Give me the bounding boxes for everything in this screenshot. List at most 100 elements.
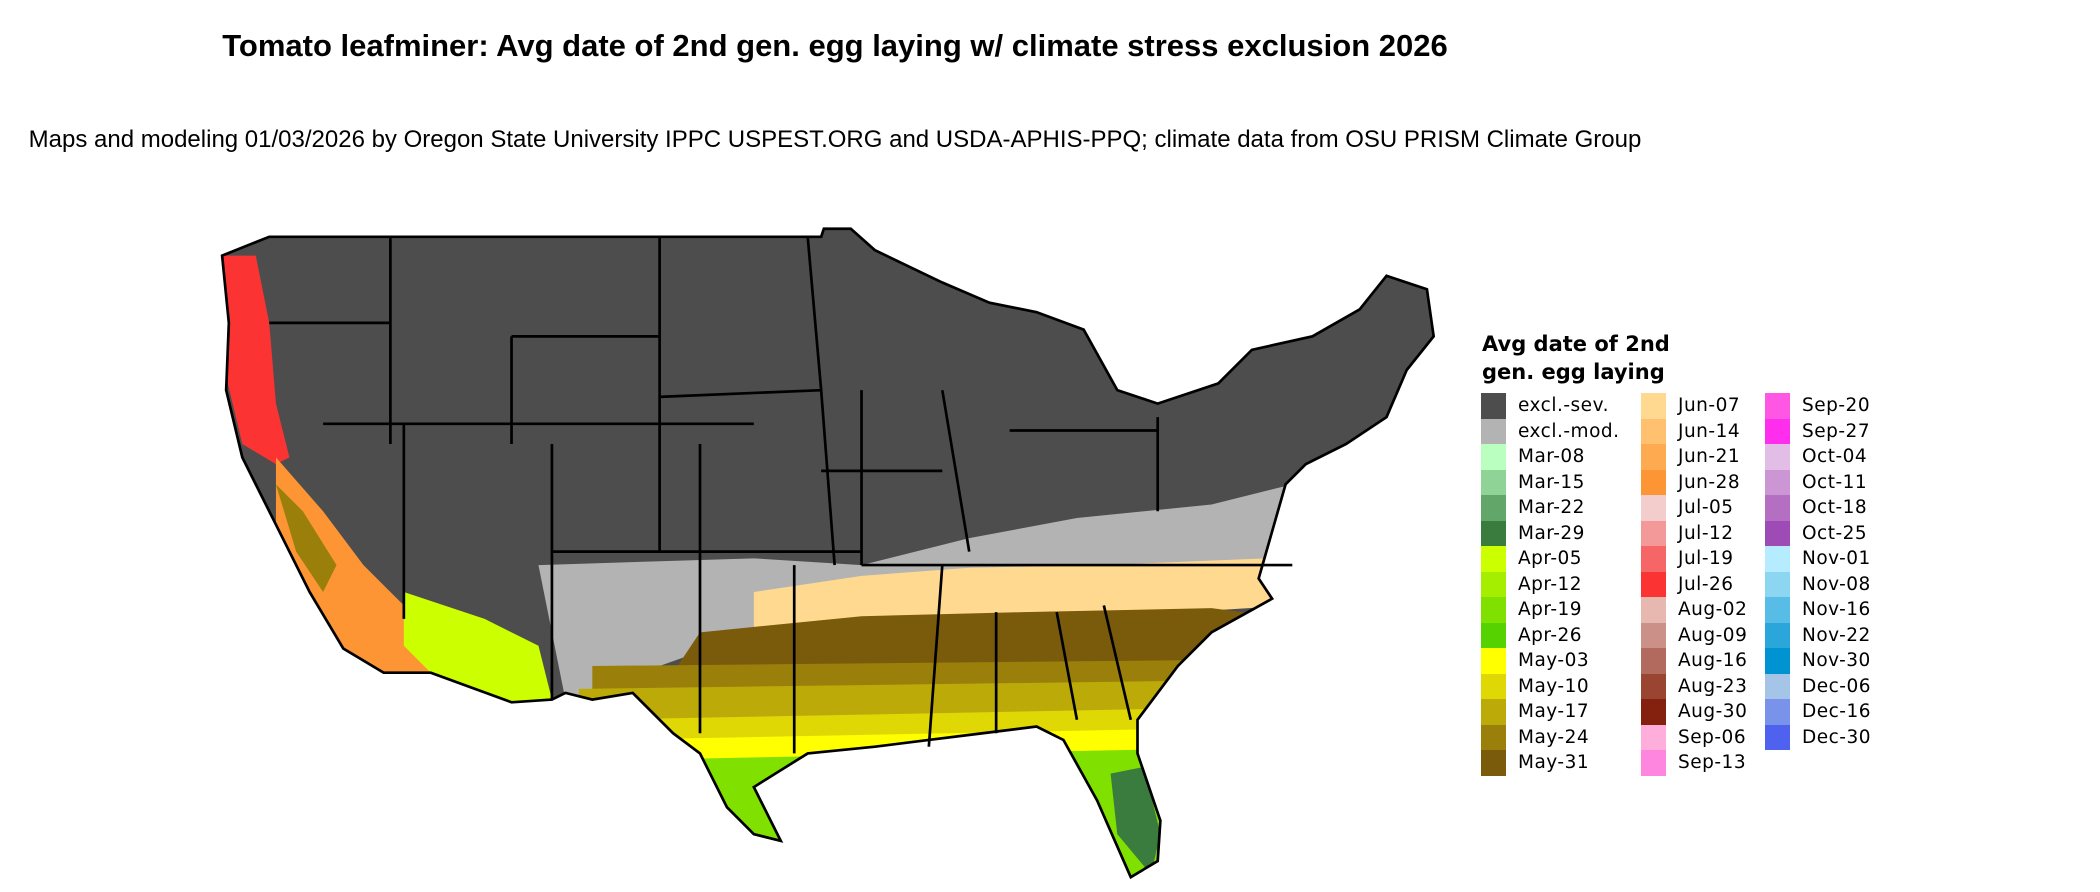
legend-label: Sep-13 xyxy=(1678,752,1747,774)
legend-item: Oct-11 xyxy=(1765,469,1871,495)
legend-item: Dec-06 xyxy=(1765,673,1872,699)
florida-march-region xyxy=(1110,766,1161,875)
april-band xyxy=(619,746,1293,878)
legend-swatch xyxy=(1641,648,1666,674)
arizona-green-region xyxy=(403,591,552,703)
legend-item: Mar-22 xyxy=(1481,495,1620,521)
legend-swatch xyxy=(1765,495,1790,521)
legend-item: Sep-13 xyxy=(1641,750,1747,776)
legend-label: May-24 xyxy=(1518,726,1590,748)
legend-item: Nov-22 xyxy=(1765,622,1871,648)
legend-label: Mar-29 xyxy=(1518,522,1585,544)
legend-column: excl.-sev. excl.-mod. Mar-08 Mar-15 Mar-22 Ma… xyxy=(1481,393,1620,776)
legend-swatch xyxy=(1765,469,1790,495)
legend-label: Apr-05 xyxy=(1518,548,1583,570)
legend-item: May-31 xyxy=(1481,750,1620,776)
june-band xyxy=(753,558,1293,633)
legend-item: Nov-01 xyxy=(1765,546,1871,572)
legend-swatch xyxy=(1641,699,1666,725)
excl-moderate-band xyxy=(538,484,1293,700)
legend-label: Mar-22 xyxy=(1518,497,1585,519)
legend-item: excl.-mod. xyxy=(1481,418,1620,444)
legend-label: Nov-01 xyxy=(1802,548,1871,570)
legend-item: Nov-08 xyxy=(1765,571,1871,597)
legend-label: Jul-26 xyxy=(1678,573,1734,595)
legend-swatch xyxy=(1481,597,1506,623)
legend-item: Apr-26 xyxy=(1481,622,1620,648)
legend-swatch xyxy=(1641,597,1666,623)
legend-item: May-10 xyxy=(1481,673,1620,699)
legend-swatch xyxy=(1641,520,1666,546)
legend-item: Jun-07 xyxy=(1641,393,1747,419)
legend-item: Aug-09 xyxy=(1641,622,1747,648)
legend-item: May-03 xyxy=(1481,648,1620,674)
legend-swatch xyxy=(1765,648,1790,674)
legend-label: Dec-06 xyxy=(1802,675,1872,697)
legend-item: Aug-16 xyxy=(1641,648,1747,674)
legend-item: May-17 xyxy=(1481,699,1620,725)
legend-item: Oct-25 xyxy=(1765,520,1871,546)
legend-label: Aug-23 xyxy=(1678,675,1748,697)
legend-swatch xyxy=(1641,571,1666,597)
legend-label: Jul-05 xyxy=(1678,497,1734,519)
west-coast-red-strip xyxy=(222,255,290,465)
legend-item: Nov-30 xyxy=(1765,648,1871,674)
legend-item: Jul-19 xyxy=(1641,546,1747,572)
legend-swatch xyxy=(1641,622,1666,648)
legend-label: Apr-12 xyxy=(1518,573,1583,595)
may-31-band xyxy=(673,608,1293,673)
legend-swatch xyxy=(1481,495,1506,521)
legend-column: Sep-20 Sep-27 Oct-04 Oct-11 Oct-18 Oct-25 Nov-… xyxy=(1765,393,1871,750)
legend-label: Jun-28 xyxy=(1678,471,1741,493)
legend-swatch xyxy=(1641,418,1666,444)
california-valley-region xyxy=(275,457,445,673)
legend-swatch xyxy=(1481,418,1506,444)
legend-item: Jul-12 xyxy=(1641,520,1747,546)
legend-swatch xyxy=(1765,520,1790,546)
legend-item: Apr-05 xyxy=(1481,546,1620,572)
legend-swatch xyxy=(1481,673,1506,699)
legend-item: Sep-06 xyxy=(1641,724,1747,750)
legend-label: Oct-18 xyxy=(1802,497,1868,519)
map-subtitle: Maps and modeling 01/03/2026 by Oregon S… xyxy=(28,126,1642,153)
california-olive-region xyxy=(275,484,337,592)
legend-swatch xyxy=(1641,673,1666,699)
legend-item: Nov-16 xyxy=(1765,597,1871,623)
legend-label: May-17 xyxy=(1518,701,1590,723)
legend-swatch xyxy=(1641,469,1666,495)
legend-item: Jun-28 xyxy=(1641,469,1747,495)
legend-swatch xyxy=(1481,469,1506,495)
legend-item: Mar-08 xyxy=(1481,444,1620,470)
legend-swatch xyxy=(1481,724,1506,750)
legend-label: Nov-22 xyxy=(1802,624,1871,646)
legend-item: Apr-19 xyxy=(1481,597,1620,623)
legend-swatch xyxy=(1765,699,1790,725)
legend-label: Jul-12 xyxy=(1678,522,1734,544)
legend-item: Mar-29 xyxy=(1481,520,1620,546)
legend-column: Jun-07 Jun-14 Jun-21 Jun-28 Jul-05 Jul-12 Jul-… xyxy=(1641,393,1747,776)
legend-swatch xyxy=(1641,495,1666,521)
map-title: Tomato leafminer: Avg date of 2nd gen. e… xyxy=(222,28,1448,63)
legend-label: excl.-mod. xyxy=(1518,420,1620,442)
legend-label: Oct-11 xyxy=(1802,471,1868,493)
legend-swatch xyxy=(1641,444,1666,470)
legend-label: Mar-15 xyxy=(1518,471,1585,493)
state-borders xyxy=(220,227,1435,879)
legend-swatch xyxy=(1481,699,1506,725)
legend-swatch xyxy=(1765,673,1790,699)
legend-label: Aug-02 xyxy=(1678,599,1748,621)
legend-label: May-10 xyxy=(1518,675,1590,697)
legend-swatch xyxy=(1765,724,1790,750)
legend-swatch xyxy=(1641,750,1666,776)
legend-label: Jun-07 xyxy=(1678,395,1741,417)
legend-label: Apr-19 xyxy=(1518,599,1583,621)
legend-swatch xyxy=(1641,724,1666,750)
legend-label: Mar-08 xyxy=(1518,446,1585,468)
legend-item: Aug-02 xyxy=(1641,597,1747,623)
legend-item: May-24 xyxy=(1481,724,1620,750)
legend-label: Sep-27 xyxy=(1802,420,1871,442)
legend-label: Nov-30 xyxy=(1802,650,1871,672)
legend-swatch xyxy=(1765,597,1790,623)
legend-item: Mar-15 xyxy=(1481,469,1620,495)
legend-item: Sep-20 xyxy=(1765,393,1871,419)
